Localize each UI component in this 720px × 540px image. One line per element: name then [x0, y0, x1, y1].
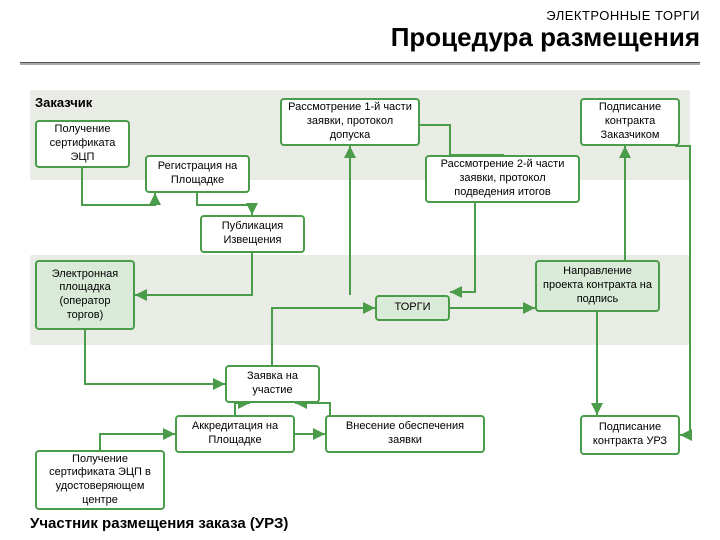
node-n12: Внесение обеспечения заявки: [325, 415, 485, 453]
node-n9: Направление проекта контракта на подпись: [535, 260, 660, 312]
edge-n12-n10: [295, 403, 330, 415]
edge-n13-n11: [100, 434, 175, 450]
header-title: Процедура размещения: [391, 23, 700, 52]
edge-n2-n3: [197, 193, 252, 215]
node-n2: Регистрация на Площадке: [145, 155, 250, 193]
node-n3: Публикация Извещения: [200, 215, 305, 253]
node-n8: ТОРГИ: [375, 295, 450, 321]
header-rule: [20, 62, 700, 65]
edge-n11-n10: [235, 403, 250, 415]
header-subtitle: ЭЛЕКТРОННЫЕ ТОРГИ: [391, 8, 700, 23]
node-n7: Электронная площадка (оператор торгов): [35, 260, 135, 330]
node-n11: Аккредитация на Площадке: [175, 415, 295, 453]
node-n6: Подписание контракта Заказчиком: [580, 98, 680, 146]
label-participant: Участник размещения заказа (УРЗ): [30, 515, 288, 532]
node-n4: Рассмотрение 1-й части заявки, протокол …: [280, 98, 420, 146]
node-n1: Получение сертификата ЭЦП: [35, 120, 130, 168]
node-n5: Рассмотрение 2-й части заявки, протокол …: [425, 155, 580, 203]
node-n10: Заявка на участие: [225, 365, 320, 403]
label-customer: Заказчик: [35, 95, 92, 110]
page-header: ЭЛЕКТРОННЫЕ ТОРГИ Процедура размещения: [391, 8, 700, 52]
node-n14: Подписание контракта УРЗ: [580, 415, 680, 455]
node-n13: Получение сертификата ЭЦП в удостоверяющ…: [35, 450, 165, 510]
